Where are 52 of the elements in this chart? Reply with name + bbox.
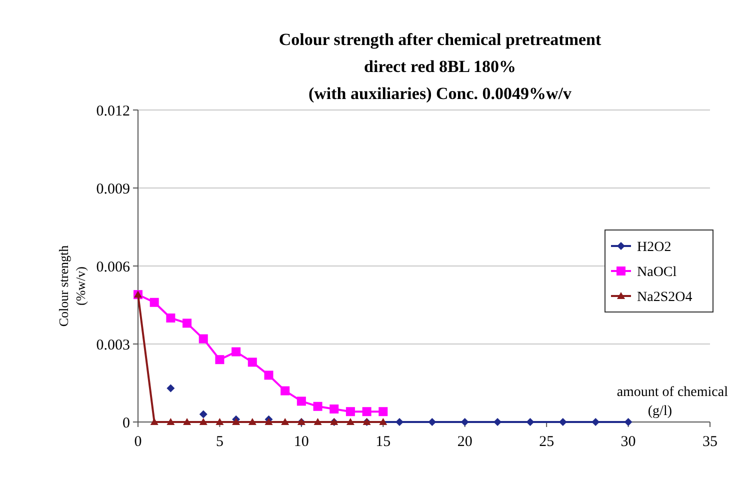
- y-tick-label: 0: [122, 415, 130, 432]
- point: [182, 318, 192, 328]
- point: [280, 386, 290, 396]
- point: [460, 418, 469, 426]
- y-tick-label: 0.012: [96, 103, 130, 120]
- y-tick-label: 0.003: [96, 337, 130, 354]
- point: [362, 407, 372, 416]
- x-tick-label: 5: [216, 434, 224, 450]
- point: [183, 418, 192, 425]
- point: [346, 418, 354, 425]
- point: [166, 418, 175, 425]
- point: [198, 334, 208, 344]
- point: [248, 418, 256, 425]
- point: [313, 402, 322, 411]
- point: [346, 407, 355, 416]
- point: [526, 418, 534, 426]
- chart-title: Colour strength after chemical pretreatment direct red 8BL 180% (with auxiliaries) Conc. 0.0049%w/v: [278, 30, 602, 103]
- x-tick-label: 10: [294, 434, 309, 450]
- point: [624, 418, 632, 426]
- point: [215, 355, 224, 364]
- point: [150, 418, 158, 425]
- point: [150, 298, 159, 307]
- point: [166, 314, 176, 322]
- point: [166, 384, 175, 392]
- point: [379, 418, 388, 425]
- point: [264, 418, 273, 425]
- x-tick-label: 30: [620, 434, 636, 450]
- legend-label: Na2S2O4: [637, 290, 692, 305]
- point: [199, 410, 208, 418]
- x-tick-label: 35: [702, 434, 718, 450]
- point: [216, 418, 224, 425]
- y-tick-label: 0.009: [96, 181, 130, 198]
- x-tick-label: 25: [539, 434, 554, 450]
- point: [428, 418, 436, 426]
- x-tick-label: 20: [457, 434, 472, 450]
- point: [199, 418, 208, 425]
- legend-label: NaOCl: [637, 264, 677, 280]
- x-tick-label: 15: [376, 434, 391, 450]
- point: [264, 370, 274, 380]
- x-tick-label: 0: [134, 434, 142, 450]
- y-axis-title: Colour strength (%w/v): [56, 244, 88, 327]
- point: [296, 396, 306, 406]
- point: [281, 418, 290, 425]
- x-axis-title: amount of chemical (g/l): [616, 385, 728, 419]
- legend-label: H2O2: [637, 240, 672, 255]
- point: [378, 407, 388, 416]
- point: [232, 347, 241, 356]
- point: [248, 358, 257, 367]
- point: [232, 418, 240, 425]
- y-tick-label: 0.006: [96, 259, 130, 276]
- point: [330, 404, 339, 414]
- point: [314, 418, 322, 425]
